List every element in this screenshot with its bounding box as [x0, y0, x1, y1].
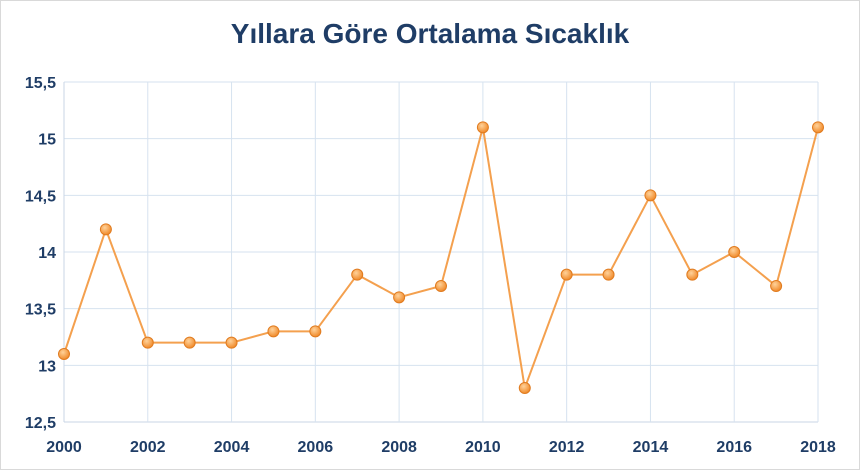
data-point[interactable] — [476, 121, 489, 134]
y-tick-label: 15,5 — [25, 75, 56, 92]
x-tick-label: 2018 — [800, 439, 836, 456]
data-point[interactable] — [435, 280, 447, 292]
data-point[interactable] — [602, 268, 615, 281]
y-tick-label: 14,5 — [25, 188, 56, 205]
data-point[interactable] — [351, 268, 364, 281]
x-tick-label: 2002 — [130, 439, 166, 456]
data-point[interactable] — [812, 121, 824, 134]
data-point[interactable] — [518, 382, 531, 394]
y-tick-label: 12,5 — [25, 415, 56, 432]
x-tick-label: 2014 — [633, 439, 669, 456]
x-tick-label: 2016 — [716, 439, 752, 456]
chart-title: Yıllara Göre Ortalama Sıcaklık — [230, 18, 630, 49]
data-point[interactable] — [99, 223, 112, 236]
x-tick-label: 2012 — [549, 439, 585, 456]
x-tick-label: 2008 — [381, 439, 417, 456]
data-point[interactable] — [267, 325, 280, 338]
data-point[interactable] — [141, 336, 154, 349]
x-tick-label: 2004 — [214, 439, 250, 456]
data-point[interactable] — [58, 348, 70, 360]
series-line — [63, 126, 819, 389]
y-tick-label: 13,5 — [25, 302, 56, 319]
data-point[interactable] — [728, 246, 741, 258]
x-tick-label: 2010 — [465, 439, 501, 456]
x-tick-label: 2000 — [46, 439, 82, 456]
y-tick-label: 14 — [38, 245, 56, 262]
y-tick-label: 15 — [38, 132, 56, 149]
data-point[interactable] — [393, 291, 406, 304]
data-point[interactable] — [183, 336, 196, 349]
y-tick-label: 13 — [38, 358, 56, 375]
data-point[interactable] — [686, 268, 699, 281]
data-point[interactable] — [309, 325, 322, 338]
data-point[interactable] — [770, 280, 783, 292]
data-point[interactable] — [225, 336, 238, 349]
x-tick-label: 2006 — [298, 439, 334, 456]
data-point[interactable] — [644, 189, 657, 202]
data-point[interactable] — [560, 268, 573, 281]
